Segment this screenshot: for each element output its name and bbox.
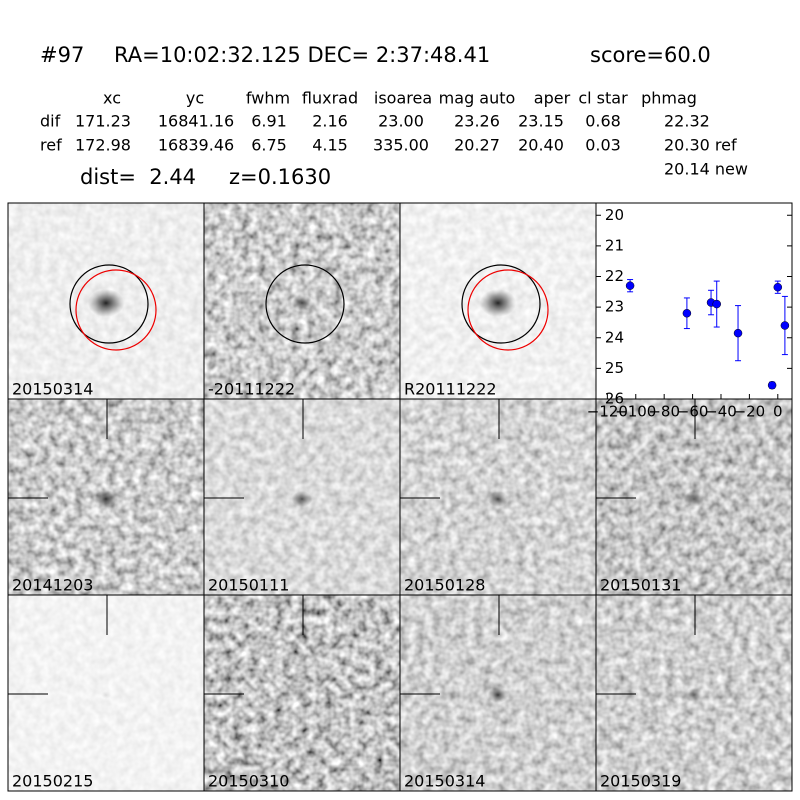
data-point <box>733 328 743 338</box>
column-header: yc <box>186 89 204 108</box>
aperture-ref <box>467 269 549 351</box>
column-header: fwhm <box>246 89 290 108</box>
data-point <box>712 299 721 309</box>
y-tick-label: 26 <box>605 390 624 408</box>
source-blob <box>487 491 509 507</box>
x-tick-label: −100 <box>615 403 656 421</box>
dist: dist= 2.44 <box>80 165 196 189</box>
aperture-ref <box>75 269 157 351</box>
source-blob <box>292 688 312 702</box>
source-blob <box>487 687 509 703</box>
source-blob <box>94 490 118 508</box>
data-point <box>625 281 635 290</box>
cell: 6.91 <box>251 112 287 131</box>
panel-label: 20150319 <box>600 772 681 791</box>
aperture <box>69 264 149 344</box>
source-blob <box>684 688 704 702</box>
panel-label: 20150131 <box>600 576 681 595</box>
column-header: mag auto <box>439 89 516 108</box>
data-point <box>767 380 777 390</box>
cell: 16841.16 <box>158 112 234 131</box>
column-header: xc <box>103 89 121 108</box>
cell: 6.75 <box>251 136 287 155</box>
x-tick-label: −20 <box>734 403 766 421</box>
cell: 335.00 <box>373 136 429 155</box>
y-tick-label: 21 <box>605 236 624 254</box>
redshift: z=0.1630 <box>229 165 331 189</box>
cell: 172.98 <box>75 136 131 155</box>
panel-label: 20150314 <box>404 772 485 791</box>
column-header: aper <box>534 89 571 108</box>
source-blob <box>100 691 112 699</box>
cell: 23.26 <box>454 112 500 131</box>
column-header: cl star <box>578 89 628 108</box>
row-label: ref <box>40 136 62 155</box>
data-point <box>773 282 783 292</box>
score: score=60.0 <box>590 43 711 67</box>
aperture <box>265 264 345 344</box>
row-label: dif <box>40 112 61 131</box>
panel-label: 20150111 <box>208 576 289 595</box>
column-header: isoarea <box>374 89 432 108</box>
column-header: fluxrad <box>302 89 358 108</box>
y-tick-label: 25 <box>605 359 624 377</box>
panel-label: 20150128 <box>404 576 485 595</box>
cell: 20.30 ref <box>664 136 737 155</box>
data-point <box>780 321 790 330</box>
cell: 20.27 <box>454 136 500 155</box>
candidate-id: #97 <box>40 43 84 67</box>
x-tick-label: −60 <box>677 403 709 421</box>
cell: 0.03 <box>585 136 621 155</box>
cell: 171.23 <box>75 112 131 131</box>
cell: 20.40 <box>518 136 564 155</box>
x-tick-label: 0 <box>773 403 783 421</box>
panel-label: R20111222 <box>404 380 497 399</box>
cell: 16839.46 <box>158 136 234 155</box>
chart-area <box>595 202 793 400</box>
cell: 22.32 <box>664 112 710 131</box>
panel-label: -20111222 <box>208 380 295 399</box>
cell: 4.15 <box>312 136 348 155</box>
cell: 23.15 <box>518 112 564 131</box>
panel-frame <box>595 594 793 792</box>
table-note: 20.14 new <box>664 160 748 179</box>
y-tick-label: 20 <box>605 206 624 224</box>
cell: 2.16 <box>312 112 348 131</box>
y-tick-label: 23 <box>605 298 624 316</box>
coordinates: RA=10:02:32.125 DEC= 2:37:48.41 <box>114 43 490 67</box>
cell: 0.68 <box>585 112 621 131</box>
cell: 23.00 <box>378 112 424 131</box>
panel-label: 20150310 <box>208 772 289 791</box>
panel-label: 20150314 <box>12 380 93 399</box>
source-blob <box>291 295 313 311</box>
source-blob <box>87 289 125 317</box>
x-tick-label: −80 <box>648 403 680 421</box>
column-header: phmag <box>641 89 697 108</box>
source-blob <box>291 491 313 507</box>
x-tick-label: −40 <box>705 403 737 421</box>
data-point <box>682 309 692 318</box>
panel-label: 20141203 <box>12 576 93 595</box>
source-blob <box>683 491 705 507</box>
aperture <box>461 264 541 344</box>
x-tick-label: −120 <box>587 403 628 421</box>
source-blob <box>479 289 517 317</box>
y-tick-label: 22 <box>605 267 624 285</box>
panel-label: 20150215 <box>12 772 93 791</box>
y-tick-label: 24 <box>605 328 624 346</box>
